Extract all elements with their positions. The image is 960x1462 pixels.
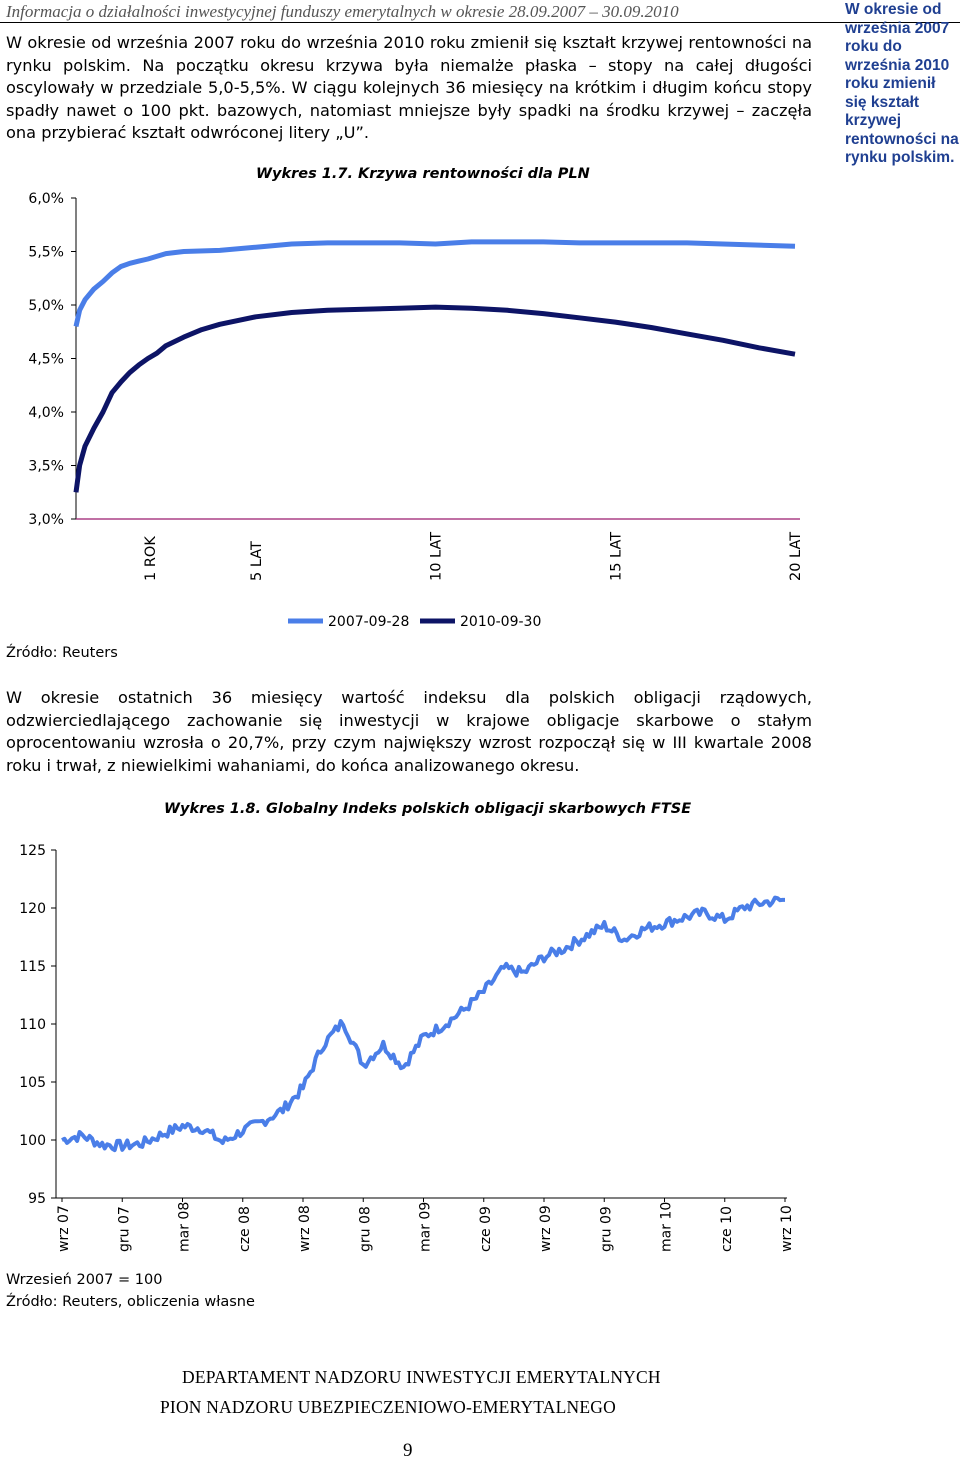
- chart1-plot-area: [73, 239, 796, 493]
- chart1-y-tick-label: 3,5%: [28, 459, 64, 475]
- chart2-base-note: Wrzesień 2007 = 100: [6, 1272, 163, 1288]
- sidebar-note: W okresie od września 2007 roku do wrześ…: [845, 1, 959, 166]
- chart2-y-axis: 95 100 105 110 115 120 125: [19, 843, 787, 1207]
- chart1-legend: 2007-09-28 2010-09-30: [288, 614, 541, 630]
- chart2-x-tick-label: gru 08: [357, 1206, 373, 1252]
- chart2-x-tick-label: mar 09: [418, 1202, 434, 1252]
- chart2-x-tick-label: gru 09: [598, 1206, 614, 1252]
- chart2-y-tick-label: 120: [19, 901, 46, 917]
- yield-curve-chart: 3,0%3,5%4,0%4,5%5,0%5,5%6,0% 1 ROK 5 LAT 1…: [28, 191, 804, 630]
- chart1-y-tick-label: 5,5%: [28, 245, 64, 261]
- chart1-y-tick-label: 3,0%: [28, 512, 64, 528]
- chart2-x-tick-label: mar 08: [177, 1202, 193, 1252]
- chart2-x-tick-label: cze 09: [478, 1206, 494, 1252]
- page-number: 9: [403, 1440, 413, 1461]
- index-paragraph: W okresie ostatnich 36 miesięcy wartość …: [6, 688, 812, 775]
- chart1-x-tick-label: 20 LAT: [788, 532, 804, 581]
- chart2-caption: Wykres 1.8. Globalny Indeks polskich obl…: [164, 801, 692, 817]
- chart1-x-tick-label: 10 LAT: [429, 532, 445, 581]
- bond-index-chart: 95 100 105 110 115 120 125 wrz 07 gru 07 mar 08 c…: [19, 843, 795, 1252]
- chart1-y-tick-label: 4,5%: [28, 352, 64, 368]
- chart1-x-axis: 1 ROK 5 LAT 10 LAT 15 LAT 20 LAT: [143, 532, 804, 581]
- chart2-y-tick-label: 95: [28, 1191, 46, 1207]
- chart1-legend-label: 2007-09-28: [328, 614, 409, 630]
- chart1-y-tick-label: 5,0%: [28, 298, 64, 314]
- chart1-caption: Wykres 1.7. Krzywa rentowności dla PLN: [256, 166, 590, 182]
- chart2-x-tick-label: wrz 07: [56, 1205, 72, 1252]
- chart1-legend-label: 2010-09-30: [460, 614, 541, 630]
- header-rule: [0, 22, 960, 23]
- chart2-y-tick-label: 115: [19, 959, 46, 975]
- chart1-x-tick-label: 15 LAT: [608, 532, 624, 581]
- chart2-x-axis: wrz 07 gru 07 mar 08 cze 08 wrz 08 gru 08 mar …: [56, 1198, 795, 1252]
- chart1-series-line-2007-09-28: [73, 239, 796, 327]
- intro-paragraph: W okresie od września 2007 roku do wrześ…: [6, 33, 812, 142]
- chart1-y-axis: 3,0% 3,5% 4,0% 4,5% 5,0% 5,5% 6,0%: [28, 191, 800, 528]
- chart1-y-tick-label: 6,0%: [28, 191, 64, 207]
- running-header: Informacja o działalności inwestycyjnej …: [6, 2, 679, 21]
- chart2-x-tick-label: wrz 09: [538, 1205, 554, 1252]
- chart2-y-tick-label: 110: [19, 1017, 46, 1033]
- footer-division: PION NADZORU UBEZPIECZENIOWO-EMERYTALNEG…: [160, 1397, 616, 1417]
- chart2-y-tick-label: 105: [19, 1075, 46, 1091]
- chart2-x-tick-label: cze 10: [719, 1206, 735, 1252]
- chart2-y-tick-label: 100: [19, 1133, 46, 1149]
- chart1-series-line-2010-09-30: [73, 304, 796, 493]
- chart2-x-tick-label: wrz 08: [297, 1205, 313, 1252]
- chart2-x-tick-label: cze 08: [237, 1206, 253, 1252]
- chart1-y-tick-label: 4,0%: [28, 405, 64, 421]
- chart2-source: Źródło: Reuters, obliczenia własne: [6, 1294, 255, 1310]
- chart2-plot-area: [61, 895, 785, 1153]
- chart1-x-tick-label: 5 LAT: [249, 541, 265, 581]
- chart2-x-tick-label: wrz 10: [779, 1205, 795, 1252]
- chart1-x-tick-label: 1 ROK: [143, 536, 159, 581]
- chart2-x-tick-label: gru 07: [116, 1206, 132, 1252]
- chart2-y-tick-label: 125: [19, 843, 46, 859]
- chart2-index-line: [61, 895, 785, 1153]
- footer-department: DEPARTAMENT NADZORU INWESTYCJI EMERYTALN…: [182, 1367, 661, 1387]
- chart1-source: Źródło: Reuters: [6, 645, 118, 661]
- chart2-x-tick-label: mar 10: [659, 1202, 675, 1252]
